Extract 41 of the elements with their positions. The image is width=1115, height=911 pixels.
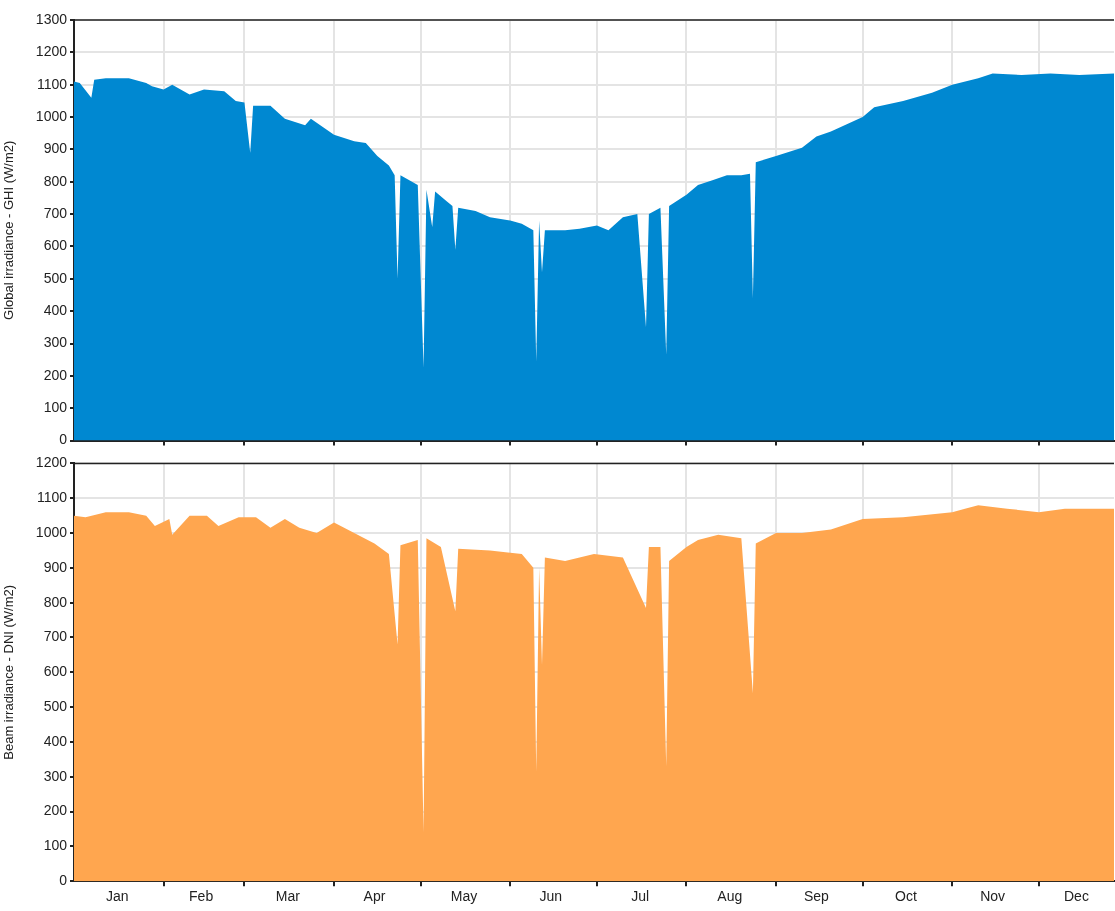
y-axis-title: Global irradiance - GHI (W/m2) [1,140,17,320]
y-tick-label: 700 [43,628,68,645]
x-tick-label: Aug [717,888,743,905]
y-tick-label: 1100 [36,489,68,506]
y-tick-label: 800 [43,172,68,189]
y-tick-label: 100 [43,837,68,854]
y-tick-label: 1200 [35,454,68,471]
y-tick-label: 0 [59,431,68,448]
y-tick-label: 500 [43,697,68,714]
y-tick-label: 300 [43,767,68,784]
y-tick-label: 400 [43,302,68,319]
y-tick-label: 300 [43,334,68,351]
y-tick-label: 200 [43,802,68,819]
x-tick-label: Sep [803,888,830,905]
y-tick-label: 500 [43,269,68,286]
y-tick-label: 1300 [35,10,68,27]
y-tick-label: 1200 [35,43,68,60]
x-tick-label: Nov [980,888,1006,905]
x-tick-label: Dec [1063,888,1089,905]
y-tick-label: 1100 [36,75,68,92]
x-tick-label: Jul [631,888,650,905]
x-tick-label: May [450,888,478,905]
x-tick-label: Apr [363,888,386,905]
x-tick-label: Feb [189,888,214,905]
x-tick-label: Mar [275,888,301,905]
y-tick-label: 200 [43,366,68,383]
y-tick-label: 600 [43,237,68,254]
y-axis-title: Beam irradiance - DNI (W/m2) [1,584,17,760]
y-tick-label: 1000 [35,523,68,540]
y-tick-label: 900 [43,140,68,157]
y-tick-label: 400 [43,732,68,749]
y-tick-label: 800 [43,593,68,610]
y-tick-label: 900 [43,558,68,575]
x-tick-label: Jan [106,888,129,905]
y-tick-label: 600 [43,663,68,680]
y-tick-label: 0 [59,872,68,889]
y-tick-label: 100 [43,399,68,416]
y-tick-label: 700 [43,204,68,221]
x-tick-label: Oct [895,888,917,905]
y-tick-label: 1000 [35,107,68,124]
x-tick-label: Jun [539,888,562,905]
